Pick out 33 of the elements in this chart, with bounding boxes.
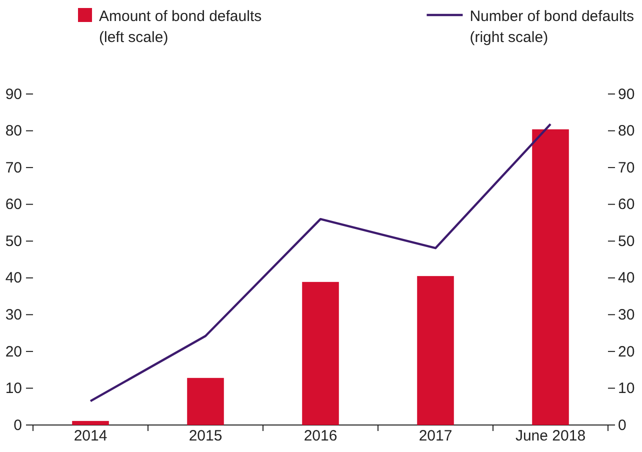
y-tick-label: 30 — [5, 306, 22, 324]
y2-tick-label: 50 — [618, 232, 635, 250]
x-tick-label: 2015 — [188, 428, 222, 445]
y-tick-label: 0 — [14, 416, 22, 434]
x-tick-label: 2014 — [74, 428, 108, 445]
y-tick-label: 10 — [5, 380, 22, 398]
line-series — [89, 123, 552, 402]
bar — [302, 282, 339, 425]
x-tick-label: 2016 — [304, 428, 338, 445]
y2-tick-label: 90 — [618, 86, 635, 103]
bar — [187, 378, 224, 425]
legend-label: Number of bond defaults (right scale) — [470, 8, 634, 46]
y-tick-label: 60 — [5, 196, 22, 214]
bar — [417, 276, 454, 425]
y2-tick-label: 30 — [618, 306, 635, 324]
x-tick-label: June 2018 — [515, 428, 586, 445]
y2-tick-label: 80 — [618, 122, 635, 140]
legend-label: Amount of bond defaults (left scale) — [99, 8, 262, 46]
y-tick-label: 40 — [5, 270, 22, 287]
y2-tick-label: 20 — [618, 343, 635, 360]
y-tick-label: 90 — [5, 86, 22, 103]
x-tick-label: 2017 — [418, 428, 452, 445]
y-tick-label: 20 — [5, 343, 22, 360]
y-tick-label: 50 — [5, 232, 22, 250]
y2-tick-label: 60 — [618, 196, 635, 214]
y-tick-label: 70 — [5, 159, 22, 176]
y2-tick-label: 70 — [618, 159, 635, 176]
y2-tick-label: 40 — [618, 270, 635, 287]
y2-tick-label: 0 — [618, 416, 626, 434]
bar — [532, 129, 569, 425]
y-tick-label: 80 — [5, 122, 22, 140]
y2-tick-label: 10 — [618, 380, 635, 398]
bar — [72, 420, 109, 425]
